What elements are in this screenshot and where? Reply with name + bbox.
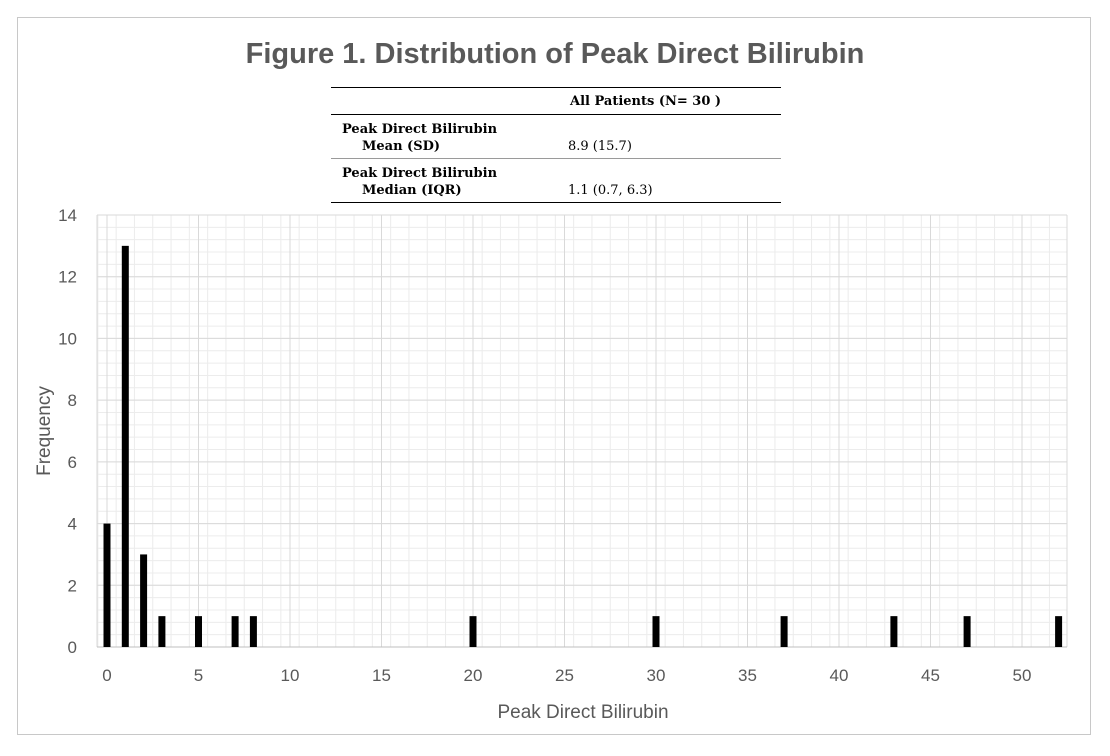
histogram-bar bbox=[231, 616, 239, 647]
summary-row-label-line2: Median (IQR) bbox=[362, 183, 462, 198]
summary-header: All Patients (N= 30 ) bbox=[570, 93, 722, 109]
y-tick-label: 12 bbox=[58, 268, 77, 287]
histogram-bar bbox=[195, 616, 202, 647]
bars bbox=[103, 245, 1063, 647]
y-tick-label: 8 bbox=[68, 391, 77, 410]
summary-row-value: 8.9 (15.7) bbox=[568, 139, 632, 154]
grid-lines bbox=[96, 214, 1068, 648]
histogram-bar bbox=[890, 616, 898, 647]
chart-frame bbox=[17, 17, 1091, 735]
x-tick-label: 25 bbox=[555, 666, 574, 685]
summary-row-label: Peak Direct Bilirubin Mean (SD) bbox=[331, 115, 568, 159]
x-tick-label: 0 bbox=[102, 666, 111, 685]
chart-title: Figure 1. Distribution of Peak Direct Bi… bbox=[245, 38, 865, 70]
histogram-bar bbox=[963, 616, 971, 647]
histogram-bar bbox=[652, 616, 660, 647]
x-tick-label: 10 bbox=[281, 666, 300, 685]
y-tick-label: 6 bbox=[68, 453, 77, 472]
y-tick-labels: 0 2 4 6 8 10 12 14 bbox=[58, 206, 77, 657]
summary-row-label-line1: Peak Direct Bilirubin bbox=[342, 122, 498, 137]
histogram-bar bbox=[1055, 616, 1063, 647]
x-tick-label: 5 bbox=[194, 666, 203, 685]
histogram-bar bbox=[780, 616, 788, 647]
summary-row-label: Peak Direct Bilirubin Median (IQR) bbox=[331, 159, 568, 203]
x-tick-label: 40 bbox=[830, 666, 849, 685]
histogram-bar bbox=[249, 616, 257, 647]
y-tick-label: 2 bbox=[68, 576, 77, 595]
y-tick-label: 14 bbox=[58, 206, 77, 225]
x-tick-label: 30 bbox=[647, 666, 666, 685]
histogram-bar bbox=[103, 523, 111, 647]
y-axis-title: Frequency bbox=[34, 386, 55, 476]
histogram-bar bbox=[158, 616, 166, 647]
summary-row-label-line2: Mean (SD) bbox=[362, 139, 441, 154]
summary-table: All Patients (N= 30 ) Peak Direct Biliru… bbox=[331, 87, 781, 203]
summary-row: Peak Direct Bilirubin Mean (SD) 8.9 (15.… bbox=[331, 115, 781, 159]
y-tick-label: 10 bbox=[58, 329, 77, 348]
summary-row-label-line1: Peak Direct Bilirubin bbox=[342, 166, 498, 181]
x-tick-label: 45 bbox=[921, 666, 940, 685]
histogram-bar bbox=[469, 616, 477, 647]
x-axis-title: Peak Direct Bilirubin bbox=[497, 702, 668, 723]
x-tick-label: 50 bbox=[1013, 666, 1032, 685]
y-tick-label: 0 bbox=[68, 638, 77, 657]
x-tick-label: 15 bbox=[372, 666, 391, 685]
y-tick-label: 4 bbox=[68, 515, 77, 534]
histogram-bar bbox=[121, 245, 129, 647]
summary-header-row: All Patients (N= 30 ) bbox=[331, 87, 781, 115]
x-tick-labels: 0 5 10 15 20 25 30 35 40 45 50 bbox=[102, 666, 1031, 685]
histogram-bar bbox=[140, 554, 148, 647]
x-tick-label: 35 bbox=[738, 666, 757, 685]
summary-row: Peak Direct Bilirubin Median (IQR) 1.1 (… bbox=[331, 159, 781, 203]
summary-row-value: 1.1 (0.7, 6.3) bbox=[568, 183, 653, 198]
x-tick-label: 20 bbox=[464, 666, 483, 685]
